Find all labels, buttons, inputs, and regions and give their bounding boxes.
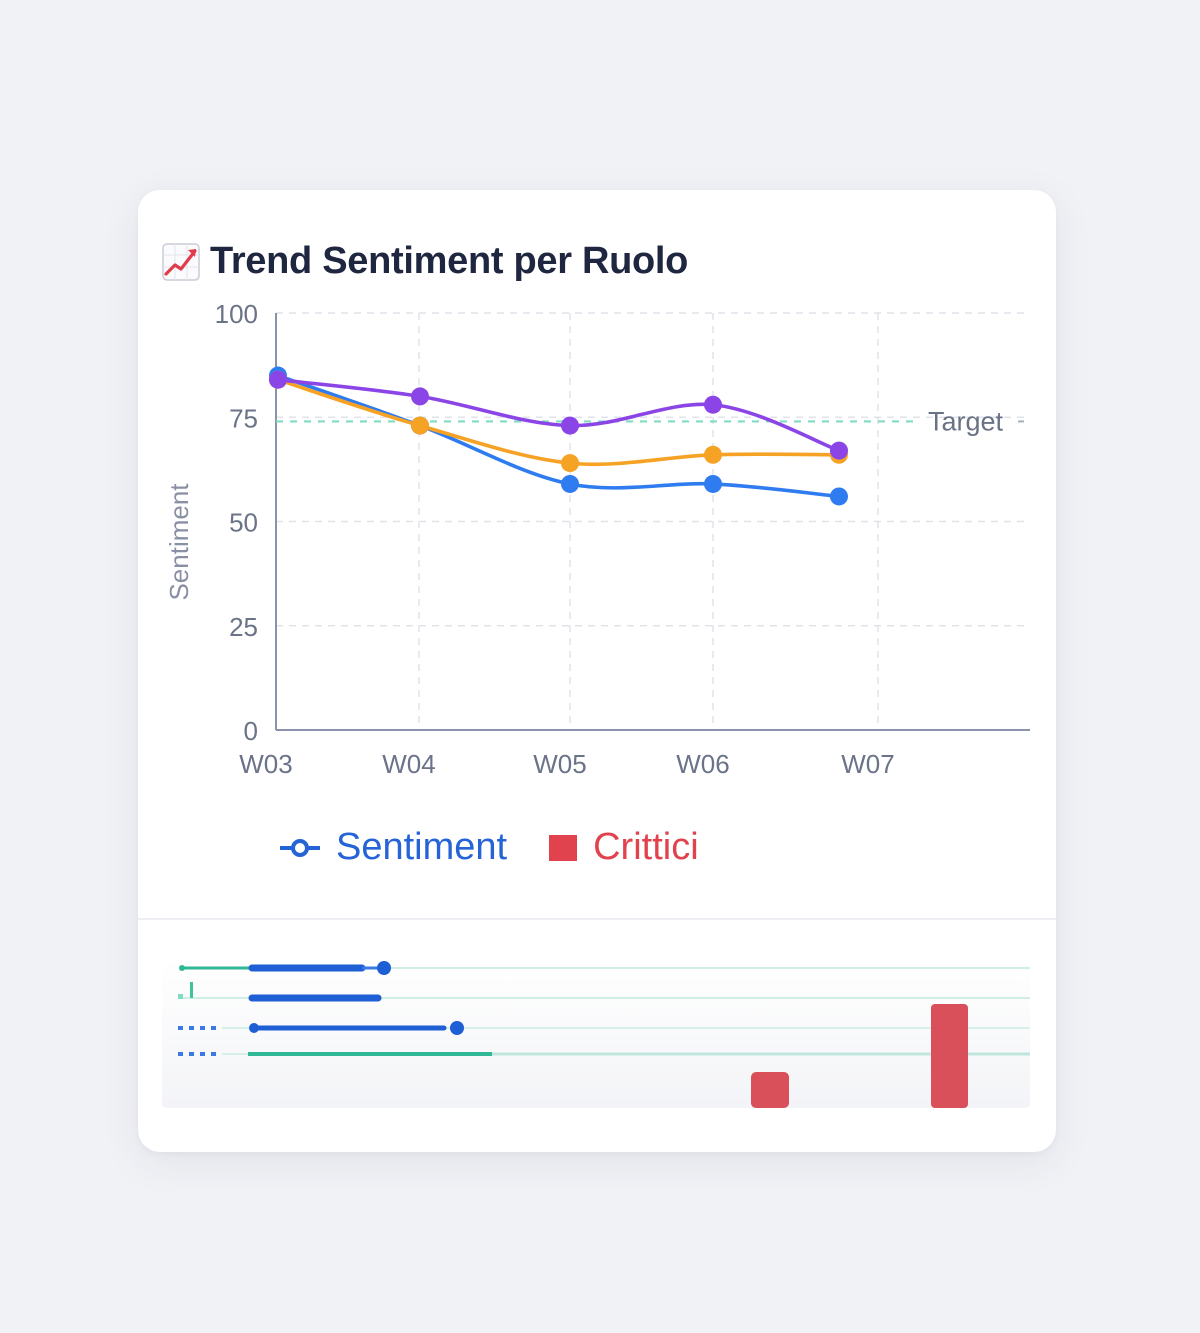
y-axis-label: Sentiment [164, 483, 194, 601]
data-point [411, 416, 429, 435]
y-tick-label: 0 [244, 716, 258, 746]
y-tick-label: 25 [229, 612, 258, 642]
data-point [411, 387, 429, 406]
y-tick-label: 75 [229, 403, 258, 433]
data-point [830, 441, 848, 460]
series-line [276, 377, 841, 453]
line-chart: 0 25 50 75 100 W03 W04 W05 W06 W07 Sentiment Target [164, 299, 1030, 779]
legend-label: Sentiment [336, 826, 508, 868]
chart-card: Trend Sentiment per Ruolo 0 25 50 75 100 W03 W… [138, 190, 1056, 1152]
target-label: Target [928, 406, 1004, 436]
data-point [269, 370, 287, 389]
brush-preview [178, 961, 1030, 1108]
x-tick-label: W06 [676, 749, 729, 779]
x-tick-label: W04 [382, 749, 435, 779]
brush-tracks [182, 967, 1030, 1055]
critical-bar [751, 1072, 789, 1108]
y-tick-label: 50 [229, 508, 258, 538]
chart-legend: Sentiment Crittici [278, 826, 741, 869]
x-tick-label: W05 [533, 749, 586, 779]
x-tick-label: W03 [239, 749, 292, 779]
chart-title: Trend Sentiment per Ruolo [210, 240, 689, 282]
data-point [704, 395, 722, 414]
x-tick-label: W07 [841, 749, 894, 779]
brush-knob[interactable] [450, 1021, 464, 1035]
line-marker-icon [280, 838, 320, 857]
data-point [704, 474, 722, 493]
data-point [561, 416, 579, 435]
legend-item[interactable]: Crittici [549, 826, 699, 869]
legend-item[interactable]: Sentiment [278, 826, 507, 869]
range-brush[interactable] [162, 958, 1030, 1108]
brush-knob[interactable] [377, 961, 391, 975]
data-point [830, 487, 848, 506]
divider [138, 918, 1056, 920]
data-point [704, 445, 722, 464]
series-line [276, 373, 841, 499]
data-point [561, 454, 579, 473]
card-header: Trend Sentiment per Ruolo [162, 240, 688, 283]
square-icon [549, 834, 578, 861]
data-point [561, 474, 579, 493]
y-tick-label: 100 [215, 299, 258, 329]
chart-increasing-icon [162, 242, 200, 281]
critical-bar [931, 1004, 968, 1108]
legend-label: Crittici [593, 826, 699, 868]
